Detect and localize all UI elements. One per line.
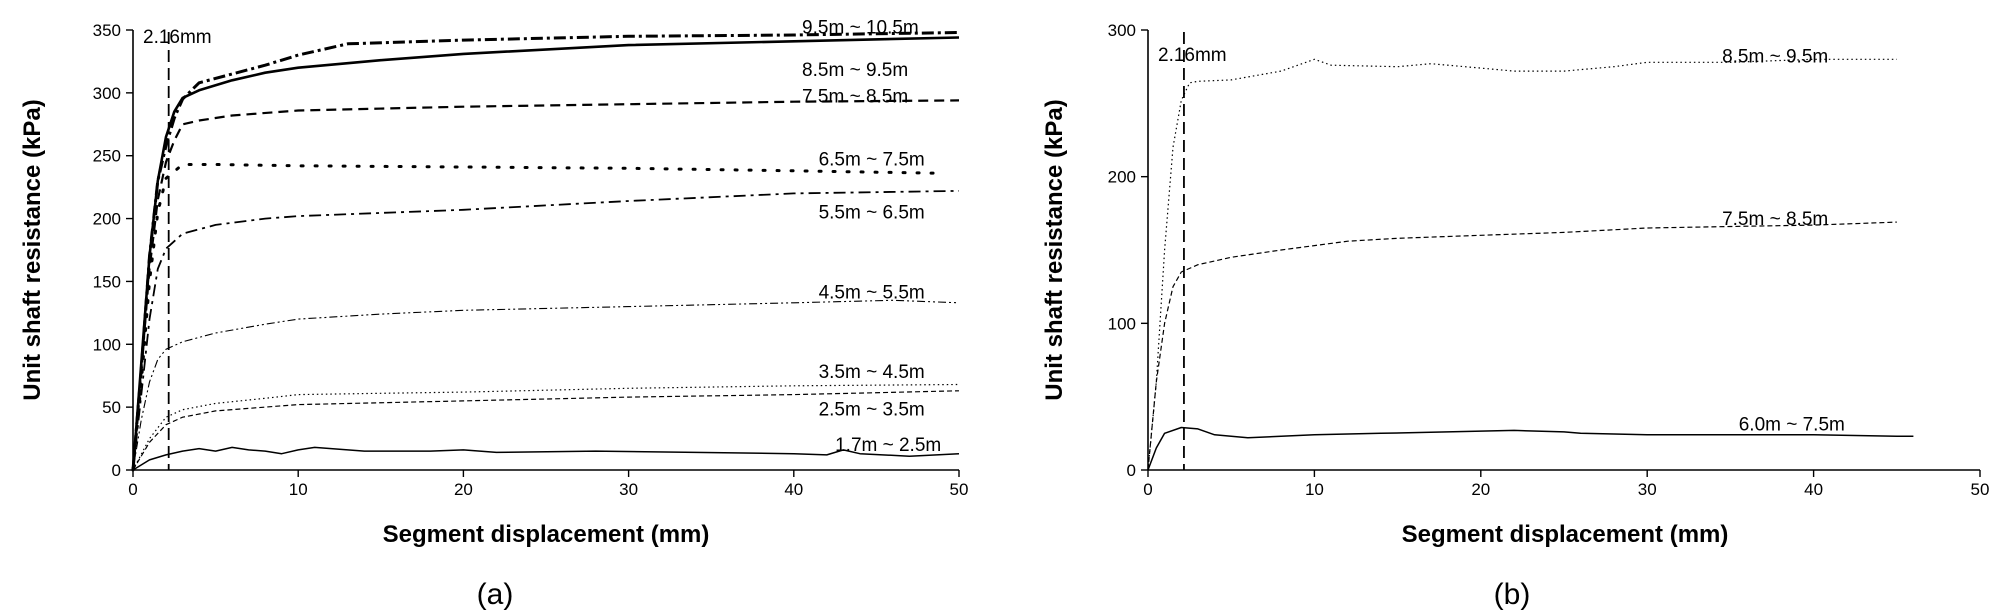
- series-line-b-1: [1147, 58, 1897, 471]
- y-tick-label-a: 200: [93, 210, 121, 229]
- x-tick-label-a: 40: [784, 480, 803, 499]
- y-tick-label-a: 0: [112, 461, 121, 480]
- y-tick-label-a: 150: [93, 272, 121, 291]
- x-tick-label-a: 50: [950, 480, 969, 499]
- series-label-a-1: 9.5m ~ 10.5m: [802, 17, 919, 38]
- y-tick-label-a: 300: [93, 84, 121, 103]
- series-line-a-1: [131, 31, 960, 471]
- series-line-a-5: [132, 190, 960, 471]
- y-tick-label-b: 200: [1108, 168, 1136, 187]
- reference-line-label-b: 2.16mm: [1158, 45, 1227, 66]
- y-tick-label-a: 50: [102, 398, 121, 417]
- panel-label-a: (a): [477, 578, 514, 611]
- series-label-a-2: 8.5m ~ 9.5m: [802, 60, 908, 81]
- series-label-b-1: 8.5m ~ 9.5m: [1722, 46, 1828, 67]
- series-line-a-7: [132, 383, 960, 471]
- panel-a: 0 10 20 30 40 50 0 50 100 150 200 250 300 350 9.5m ~ 1…: [19, 17, 968, 611]
- x-tick-label-a: 30: [619, 480, 638, 499]
- series-line-a-8: [132, 390, 960, 471]
- x-axis-title-b: Segment displacement (mm): [1402, 521, 1729, 548]
- series-label-a-6: 4.5m ~ 5.5m: [819, 283, 925, 304]
- plot-area-b: 0 10 20 30 40 50 0 100 200 300 8.5m ~ 9.5m 7.5m ~ 8…: [1108, 21, 1990, 499]
- x-tick-label-b: 0: [1143, 480, 1152, 499]
- series-label-a-8: 2.5m ~ 3.5m: [819, 400, 925, 421]
- y-tick-label-b: 0: [1127, 461, 1136, 480]
- plot-area-a: 0 10 20 30 40 50 0 50 100 150 200 250 300 350 9.5m ~ 1…: [93, 17, 969, 499]
- series-label-a-3: 7.5m ~ 8.5m: [802, 87, 908, 108]
- series-line-b-2: [1147, 221, 1897, 471]
- y-axis-title-b: Unit shaft resistance (kPa): [1041, 99, 1068, 400]
- y-tick-label-a: 100: [93, 335, 121, 354]
- series-line-a-9: [132, 446, 960, 471]
- y-tick-label-a: 250: [93, 147, 121, 166]
- x-tick-label-b: 20: [1471, 480, 1490, 499]
- x-tick-label-b: 10: [1305, 480, 1324, 499]
- x-axis-title-a: Segment displacement (mm): [383, 521, 710, 548]
- series-label-b-3: 6.0m ~ 7.5m: [1739, 415, 1845, 436]
- series-line-a-3: [131, 99, 960, 471]
- series-label-a-9: 1.7m ~ 2.5m: [835, 435, 941, 456]
- y-axis-title-a: Unit shaft resistance (kPa): [19, 99, 46, 400]
- reference-line-label-a: 2.16mm: [143, 27, 212, 48]
- panel-b: 0 10 20 30 40 50 0 100 200 300 8.5m ~ 9.5m 7.5m ~ 8…: [1041, 21, 1989, 611]
- series-label-a-7: 3.5m ~ 4.5m: [819, 362, 925, 383]
- x-tick-label-a: 0: [128, 480, 137, 499]
- series-label-a-5: 5.5m ~ 6.5m: [819, 202, 925, 223]
- y-tick-label-a: 350: [93, 21, 121, 40]
- y-tick-label-b: 100: [1108, 314, 1136, 333]
- series-label-a-4: 6.5m ~ 7.5m: [819, 149, 925, 170]
- series-label-b-2: 7.5m ~ 8.5m: [1722, 209, 1828, 230]
- x-tick-label-b: 40: [1804, 480, 1823, 499]
- x-tick-label-a: 10: [289, 480, 308, 499]
- x-tick-label-b: 50: [1971, 480, 1990, 499]
- y-tick-label-b: 300: [1108, 21, 1136, 40]
- series-line-b-3: [1147, 426, 1914, 471]
- panel-label-b: (b): [1494, 578, 1531, 611]
- x-tick-label-b: 30: [1638, 480, 1657, 499]
- series-line-a-2: [131, 36, 960, 471]
- x-tick-label-a: 20: [454, 480, 473, 499]
